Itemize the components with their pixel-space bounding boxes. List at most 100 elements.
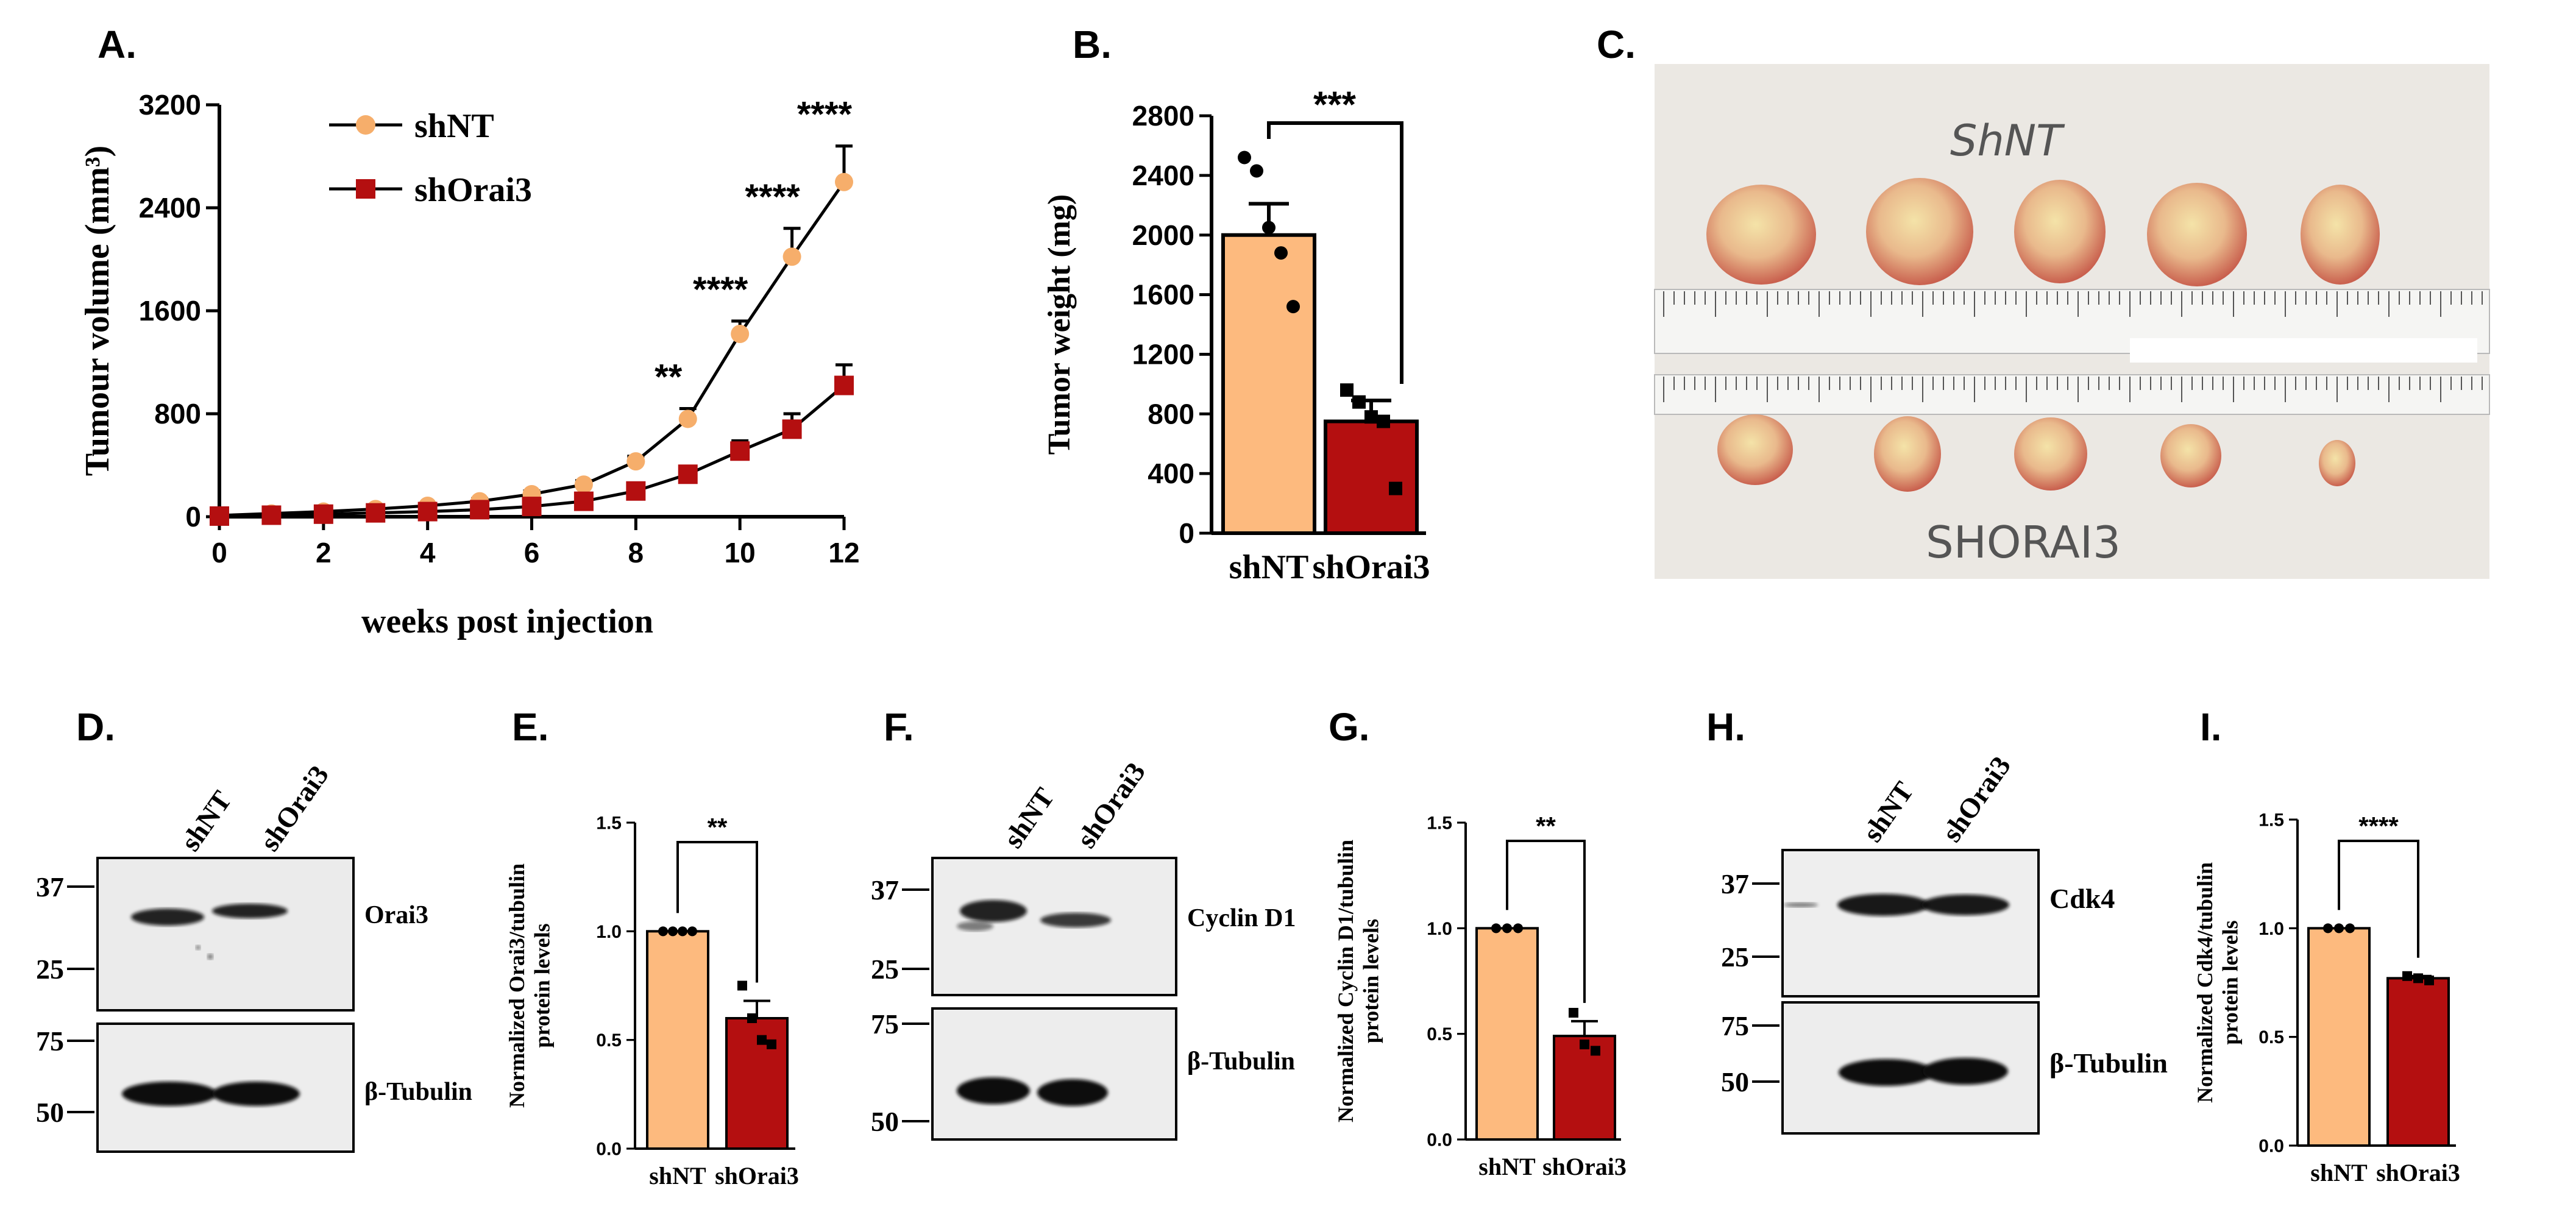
western-blot-f: shNT shOrai3 37 25 75 50 Cyclin D1 β-Tubulin <box>871 757 1296 1141</box>
chart-e-orai3-levels: 0.0 0.5 1.0 1.5 shNT shOrai3 ** Normalized Orai… <box>505 813 799 1189</box>
chart-i-cdk4-levels: 0.0 0.5 1.0 1.5 shNT shOrai3 **** Normalized Cd… <box>2193 810 2460 1187</box>
significance-marker: **** <box>693 270 748 310</box>
category-label-shOrai3: shOrai3 <box>2376 1159 2460 1186</box>
data-point-shNT <box>731 325 750 344</box>
category-label-shNT: shNT <box>2310 1159 2368 1186</box>
western-blot-d: shNT shOrai3 37 25 75 50 Orai3 β-Tubulin <box>36 760 472 1153</box>
data-point-shOrai3 <box>366 503 386 523</box>
y-tick-label: 0.5 <box>596 1030 622 1051</box>
data-point-shOrai3 <box>747 1013 757 1023</box>
bar-shNT <box>646 930 709 1150</box>
band-label-bottom: β-Tubulin <box>2049 1047 2168 1079</box>
bar-shOrai3 <box>2386 977 2450 1147</box>
band-top <box>207 954 213 960</box>
data-point-shNT <box>2323 923 2333 934</box>
y-tick-label: 1.0 <box>596 922 622 942</box>
y-tick-label: 1.0 <box>2258 919 2284 939</box>
bar-shNT <box>1475 927 1539 1141</box>
band-top <box>196 945 200 950</box>
data-point-shOrai3 <box>2413 973 2423 983</box>
bar-shOrai3 <box>1553 1035 1616 1141</box>
y-axis-label-line2: protein levels <box>2218 920 2242 1044</box>
data-point-shNT <box>678 926 687 937</box>
band-bottom <box>1839 1059 1934 1086</box>
data-point-shOrai3 <box>626 481 646 501</box>
tumor-shnt-3 <box>2014 180 2106 283</box>
x-tick-label: 10 <box>725 537 756 569</box>
mw-marker-label: 25 <box>36 954 64 985</box>
significance-marker: **** <box>2358 812 2399 840</box>
data-point-shNT <box>782 247 801 266</box>
band-label-top: Cdk4 <box>2049 883 2115 914</box>
data-point-shNT <box>2334 923 2344 934</box>
data-point-shNT <box>1491 923 1501 934</box>
mw-marker-label: 50 <box>36 1097 64 1128</box>
lane-label-shNT: shNT <box>1856 776 1919 848</box>
tumor-shorai3-1 <box>1717 414 1793 485</box>
data-point-shNT <box>1274 246 1288 260</box>
band-bottom <box>122 1082 217 1106</box>
lane-label-shNT: shNT <box>174 785 237 857</box>
data-point-shOrai3 <box>261 505 282 525</box>
y-tick-label: 1200 <box>1132 339 1194 370</box>
data-point-shNT <box>1250 164 1263 178</box>
mw-marker-label: 25 <box>871 954 899 985</box>
category-label-shNT: shNT <box>1229 548 1309 586</box>
band-top <box>1921 895 2009 915</box>
x-tick-label: 4 <box>420 537 436 569</box>
significance-bracket <box>1506 840 1586 1003</box>
y-tick-label: 2800 <box>1132 100 1194 132</box>
y-tick-label: 0.5 <box>1427 1024 1452 1044</box>
band-top <box>212 904 288 918</box>
x-tick-label: 12 <box>828 537 859 569</box>
lane-label-shOrai3: shOrai3 <box>1070 757 1151 854</box>
tumor-shorai3-3 <box>2014 417 2087 491</box>
blot-bottom-membrane <box>931 1007 1177 1141</box>
data-point-shOrai3 <box>678 464 698 484</box>
panel-letter-c: C. <box>1597 23 1636 66</box>
chart-g-cyclind1-levels: 0.0 0.5 1.0 1.5 shNT shOrai3 ** Normalized Cycl… <box>1333 812 1627 1180</box>
tumor-shnt-5 <box>2301 185 2380 285</box>
band-top <box>957 921 993 931</box>
y-tick-label: 2000 <box>1132 219 1194 251</box>
data-point-shNT <box>687 926 697 937</box>
data-point-shOrai3 <box>834 375 854 395</box>
y-tick-label: 400 <box>1148 458 1194 489</box>
category-label-shNT: shNT <box>1478 1153 1536 1180</box>
significance-marker: ** <box>1536 812 1556 840</box>
y-axis-label-line1: Normalized Orai3/tubulin <box>505 863 529 1108</box>
blot-top-membrane <box>96 857 355 1012</box>
y-tick-label: 0 <box>185 501 201 533</box>
data-point-shNT <box>1238 151 1251 165</box>
band-bottom <box>212 1082 300 1106</box>
x-tick-label: 6 <box>524 537 540 569</box>
data-point-shNT <box>835 172 853 191</box>
panel-letter-a: A. <box>98 23 137 66</box>
significance-marker: ** <box>708 813 728 842</box>
y-tick-label: 800 <box>1148 398 1194 430</box>
y-axis-label: Normalized Orai3/tubulinprotein levels <box>505 863 554 1108</box>
panel-letter-f: F. <box>884 705 914 749</box>
significance-marker: **** <box>797 95 853 135</box>
lane-label-shOrai3: shOrai3 <box>254 760 335 857</box>
data-point-shOrai3 <box>1591 1046 1600 1056</box>
band-top <box>1784 902 1818 907</box>
band-label-bottom: β-Tubulin <box>364 1078 472 1106</box>
y-tick-label: 1600 <box>139 295 201 327</box>
data-point-shOrai3 <box>1580 1040 1589 1049</box>
band-top <box>960 900 1027 922</box>
data-point-shNT <box>668 926 678 937</box>
mw-marker-label: 75 <box>36 1026 64 1057</box>
mw-marker-label: 75 <box>871 1008 899 1040</box>
data-point-shOrai3 <box>470 500 490 520</box>
data-point-shNT <box>574 475 593 494</box>
y-axis-label-line1: Normalized Cyclin D1/tubulin <box>1333 840 1358 1122</box>
tumors-shorai3 <box>1717 414 2355 492</box>
lane-label-shOrai3: shOrai3 <box>1936 751 2017 848</box>
data-point-shOrai3 <box>737 980 747 991</box>
significance-marker: *** <box>1313 84 1357 125</box>
data-point-shOrai3 <box>313 504 333 524</box>
y-axis-label-line1: Normalized Cdk4/tubulin <box>2193 862 2217 1103</box>
data-point-shNT <box>2345 923 2355 934</box>
legend-marker-shOrai3 <box>356 179 375 199</box>
